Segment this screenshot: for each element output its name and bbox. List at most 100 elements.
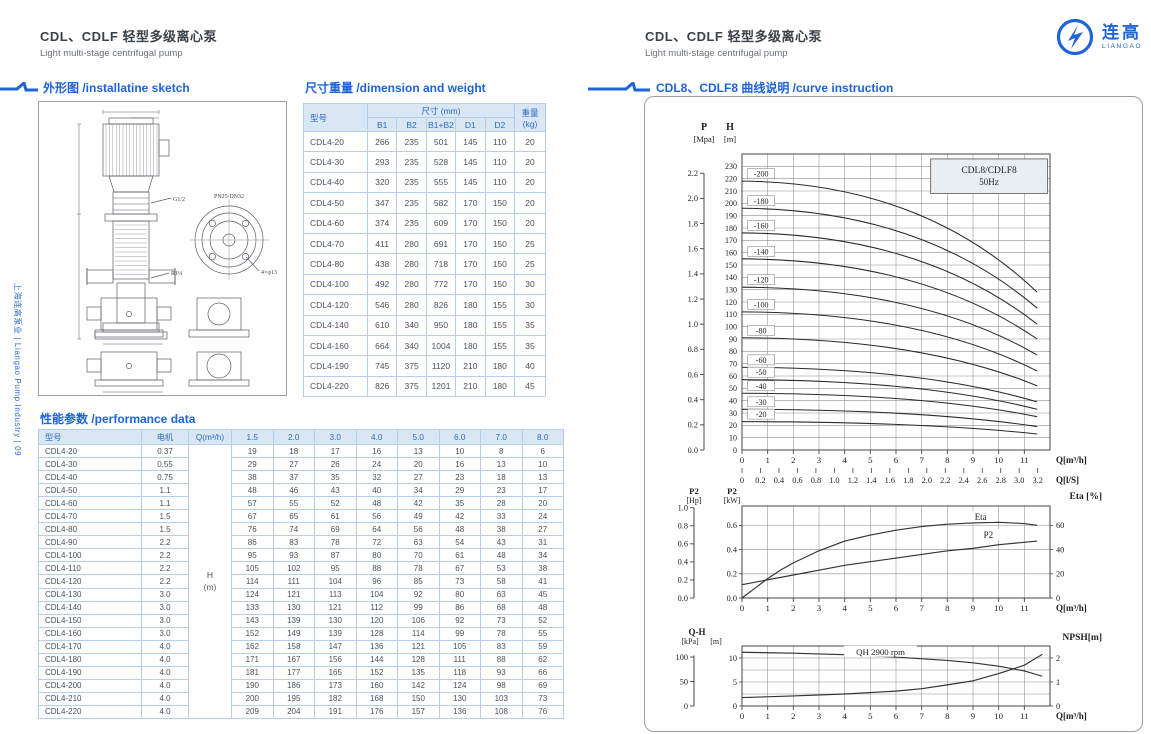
svg-text:5: 5 (733, 678, 737, 687)
table-row: CDL4-40 320 235 555 145 110 20 (303, 171, 546, 194)
cell-value: 113 (314, 587, 357, 602)
cell-value: 150 (484, 192, 516, 214)
cell-model: CDL4-120 (38, 574, 142, 589)
cell-model: CDL4-160 (38, 626, 142, 641)
logo-text-cn: 连高 (1102, 23, 1142, 42)
svg-text:1.4: 1.4 (688, 270, 699, 279)
page-header-right: CDL、CDLF 轻型多级离心泵 Light multi-stage centr… (645, 26, 822, 59)
cell-value: 20 (514, 192, 546, 214)
cell-value: 24 (355, 457, 398, 472)
svg-text:0.6: 0.6 (792, 476, 802, 485)
cell-value: 69 (521, 678, 564, 693)
svg-text:0.8: 0.8 (811, 476, 821, 485)
cell-value: 340 (396, 314, 427, 336)
col-header-9: 7.0 (480, 429, 523, 445)
svg-text:CDL8/CDLF8: CDL8/CDLF8 (961, 166, 1017, 176)
cell-value: 48 (480, 548, 523, 563)
cell-model: CDL4-20 (303, 130, 368, 153)
cell-value: 78 (480, 626, 523, 641)
cell-value: 180 (455, 314, 486, 336)
cell-value: 124 (438, 678, 481, 693)
cell-value: 83 (272, 535, 315, 550)
svg-text:Q[l/S]: Q[l/S] (1056, 475, 1079, 485)
svg-text:9: 9 (971, 711, 976, 721)
cell-value: 195 (272, 691, 315, 706)
svg-text:P2: P2 (689, 486, 699, 496)
svg-text:0: 0 (1056, 702, 1060, 711)
table-row: CDL4-160 3.0 152 149 139 128 114 99 78 55 (38, 626, 564, 641)
cell-value: 950 (425, 314, 457, 336)
svg-text:[Hp]: [Hp] (686, 496, 701, 505)
cell-value: 162 (231, 639, 274, 654)
cell-value: 157 (397, 704, 440, 719)
cell-value: 10 (438, 443, 481, 459)
cell-value: 167 (272, 652, 315, 667)
svg-text:3.2: 3.2 (1032, 476, 1042, 485)
cell-value: 24 (521, 509, 564, 524)
cell-value: 112 (355, 600, 398, 615)
svg-text:Q-H: Q-H (689, 628, 706, 637)
svg-text:190: 190 (725, 211, 737, 220)
cell-value: 55 (521, 626, 564, 641)
company-logo: 连高 LIANGAO (1054, 16, 1142, 58)
cell-value: 30 (514, 273, 546, 296)
svg-text:5: 5 (868, 455, 873, 465)
cell-value: 27 (272, 457, 315, 472)
table-row: CDL4-190 745 375 1120 210 180 40 (303, 355, 546, 377)
cell-model: CDL4-60 (303, 212, 368, 234)
table-row: CDL4-110 2.2 105 102 95 88 78 67 53 38 (38, 561, 564, 576)
cell-value: 145 (455, 171, 486, 194)
cell-value: 152 (231, 626, 274, 641)
cell-value: 347 (366, 192, 398, 214)
cell-value: 111 (272, 574, 315, 589)
cell-value: 20 (514, 212, 546, 234)
cell-model: CDL4-140 (38, 600, 142, 615)
col-header-6: 4.0 (355, 429, 398, 445)
cell-value: 375 (396, 375, 427, 398)
cell-value: 173 (314, 678, 357, 693)
col-header-model: 型号 (303, 103, 368, 132)
cell-value: 102 (272, 561, 315, 576)
svg-text:5: 5 (868, 603, 873, 613)
svg-text:-140: -140 (754, 247, 769, 256)
cell-value: 78 (397, 561, 440, 576)
svg-text:4: 4 (842, 603, 847, 613)
cell-value: 93 (480, 665, 523, 680)
cell-value: 176 (355, 704, 398, 719)
installation-sketch-drawing: G1/2 R1¼ PN25/DN32 4×φ13 (77, 110, 277, 393)
table-row: CDL4-50 347 235 582 170 150 20 (303, 192, 546, 214)
cell-value: 168 (355, 691, 398, 706)
cell-value: 65 (272, 509, 315, 524)
table-row: CDL4-30 0.55 29 27 26 24 20 16 13 10 (38, 457, 564, 472)
cell-value: 83 (480, 639, 523, 654)
cell-model: CDL4-130 (38, 587, 142, 602)
cell-value: 210 (455, 355, 486, 377)
table-row: CDL4-20 266 235 501 145 110 20 (303, 130, 546, 153)
cell-value: 209 (231, 704, 274, 719)
cell-model: CDL4-100 (38, 548, 142, 563)
svg-text:-60: -60 (756, 356, 767, 365)
cell-value: 155 (484, 294, 516, 316)
cell-value: 2.2 (141, 535, 189, 550)
cell-value: 48 (521, 600, 564, 615)
svg-text:10: 10 (994, 711, 1003, 721)
cell-value: 2.2 (141, 561, 189, 576)
col-header-0: 型号 (38, 429, 142, 445)
cell-value: 17 (314, 443, 357, 459)
cell-model: CDL4-220 (38, 704, 142, 719)
cell-value: 171 (231, 652, 274, 667)
cell-value: 34 (397, 483, 440, 498)
cell-value: 438 (366, 253, 398, 275)
cell-value: 210 (455, 375, 486, 398)
cell-value: 88 (355, 561, 398, 576)
cell-value: 110 (484, 130, 516, 153)
cell-model: CDL4-40 (303, 171, 368, 194)
cell-value: 150 (484, 212, 516, 234)
cell-value: 128 (397, 652, 440, 667)
cell-value: 19 (231, 443, 274, 459)
cell-value: 177 (272, 665, 315, 680)
svg-text:0.4: 0.4 (774, 476, 785, 485)
cell-value: 95 (314, 561, 357, 576)
cell-value: 29 (231, 457, 274, 472)
